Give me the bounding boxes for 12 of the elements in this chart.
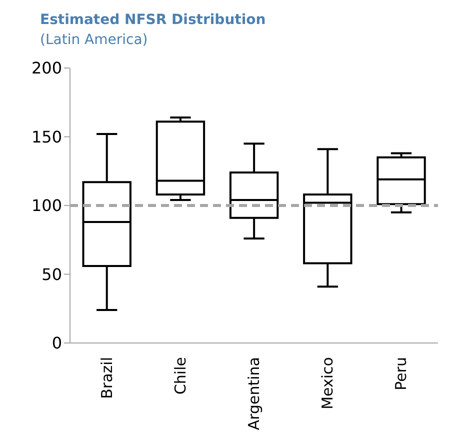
chart-subtitle: (Latin America) bbox=[40, 32, 148, 48]
x-tick-label: Mexico bbox=[318, 357, 337, 410]
chart-title: Estimated NFSR Distribution bbox=[40, 12, 266, 28]
y-tick-label: 200 bbox=[31, 58, 62, 78]
y-tick-label: 0 bbox=[52, 334, 62, 353]
x-tick-label: Chile bbox=[171, 357, 190, 395]
x-tick-label: Brazil bbox=[98, 357, 116, 399]
y-tick-label: 150 bbox=[31, 127, 62, 146]
y-tick-label: 50 bbox=[42, 264, 62, 284]
y-tick-label: 100 bbox=[31, 196, 62, 216]
x-tick-label: Peru bbox=[392, 357, 410, 390]
x-tick-label: Argentina bbox=[245, 357, 263, 430]
